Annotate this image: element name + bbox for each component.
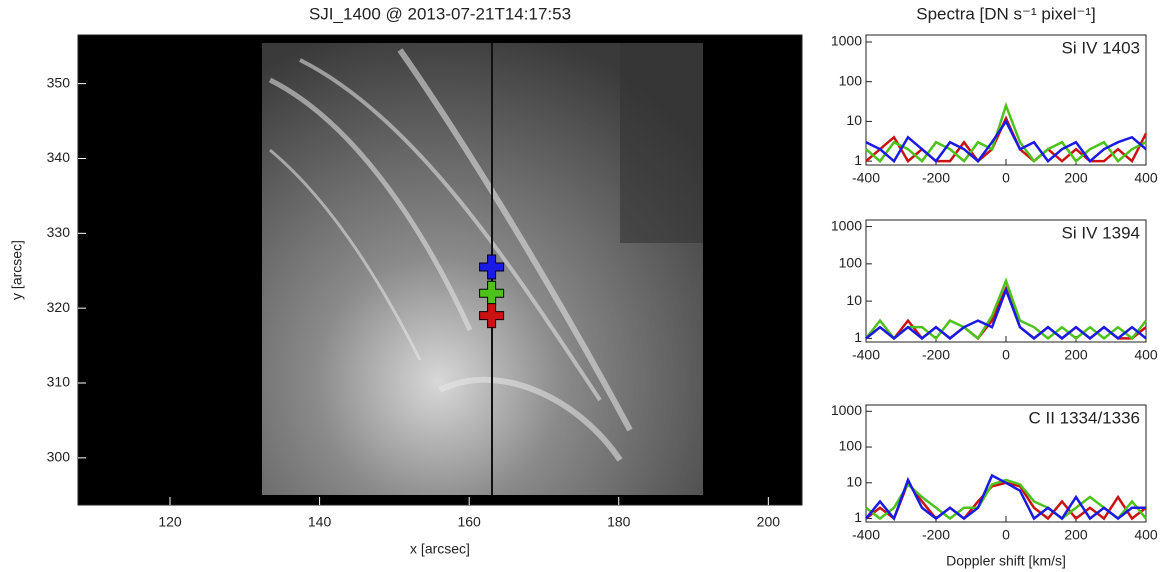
x-axis-label: Doppler shift [km/s]	[946, 553, 1066, 569]
image-frame	[77, 34, 803, 506]
x-tick-label: 140	[308, 514, 332, 530]
panel-label: Si IV 1394	[1062, 223, 1140, 242]
spectrum-line	[865, 118, 1147, 164]
spectrum-line	[865, 115, 1148, 164]
marker-cross	[479, 254, 505, 280]
y-tick-label: 10	[846, 292, 862, 308]
x-tick-label: -400	[852, 527, 880, 543]
y-tick-label: 1000	[831, 402, 862, 418]
y-tick-label: 320	[47, 299, 71, 315]
x-tick-label: 200	[1064, 347, 1088, 363]
dark-region	[620, 43, 703, 243]
y-tick-label: 310	[47, 374, 71, 390]
y-tick-label: 350	[47, 74, 71, 90]
x-tick-label: 160	[457, 514, 481, 530]
y-tick-label: 1000	[831, 217, 862, 233]
x-tick-label: 200	[757, 514, 781, 530]
y-tick-label: 1	[854, 329, 862, 345]
x-tick-label: -400	[852, 347, 880, 363]
x-tick-label: 200	[1064, 170, 1088, 186]
x-tick-label: 180	[607, 514, 631, 530]
x-tick-label: 120	[158, 514, 182, 530]
spectrum-line	[865, 473, 1146, 522]
y-tick-label: 330	[47, 224, 71, 240]
spectrum-line	[865, 286, 1147, 340]
x-tick-label: 400	[1134, 347, 1158, 363]
y-tick-label: 100	[839, 438, 863, 454]
x-tick-label: -200	[922, 170, 950, 186]
y-tick-label: 100	[839, 255, 863, 271]
spectrum-line	[865, 101, 1147, 163]
y-tick-label: 300	[47, 449, 71, 465]
x-tick-label: 0	[1002, 527, 1010, 543]
x-tick-label: 0	[1002, 347, 1010, 363]
y-tick-label: 100	[839, 72, 863, 88]
x-tick-label: 400	[1134, 527, 1158, 543]
x-axis-label: x [arcsec]	[410, 541, 470, 557]
x-tick-label: 400	[1134, 170, 1158, 186]
spectra-title: Spectra [DN s⁻¹ pixel⁻¹]	[916, 4, 1096, 23]
x-tick-label: 200	[1064, 527, 1088, 543]
y-tick-label: 10	[846, 112, 862, 128]
x-tick-label: 0	[1002, 170, 1010, 186]
y-tick-label: 10	[846, 473, 862, 489]
coronal-loops	[268, 48, 633, 462]
panel-label: Si IV 1403	[1062, 38, 1140, 57]
y-axis-label: y [arcsec]	[9, 240, 25, 300]
y-tick-label: 340	[47, 149, 71, 165]
x-tick-label: -200	[922, 527, 950, 543]
y-tick-label: 1	[854, 152, 862, 168]
panel-label: C II 1334/1336	[1028, 408, 1140, 427]
plot-frame	[865, 404, 1147, 523]
y-tick-label: 1	[854, 509, 862, 525]
spectrum-line	[865, 277, 1147, 341]
marker-cross	[479, 303, 505, 329]
image-title: SJI_1400 @ 2013-07-21T14:17:53	[309, 4, 571, 23]
x-tick-label: -200	[922, 347, 950, 363]
y-tick-label: 1000	[831, 33, 862, 49]
x-tick-label: -400	[852, 170, 880, 186]
